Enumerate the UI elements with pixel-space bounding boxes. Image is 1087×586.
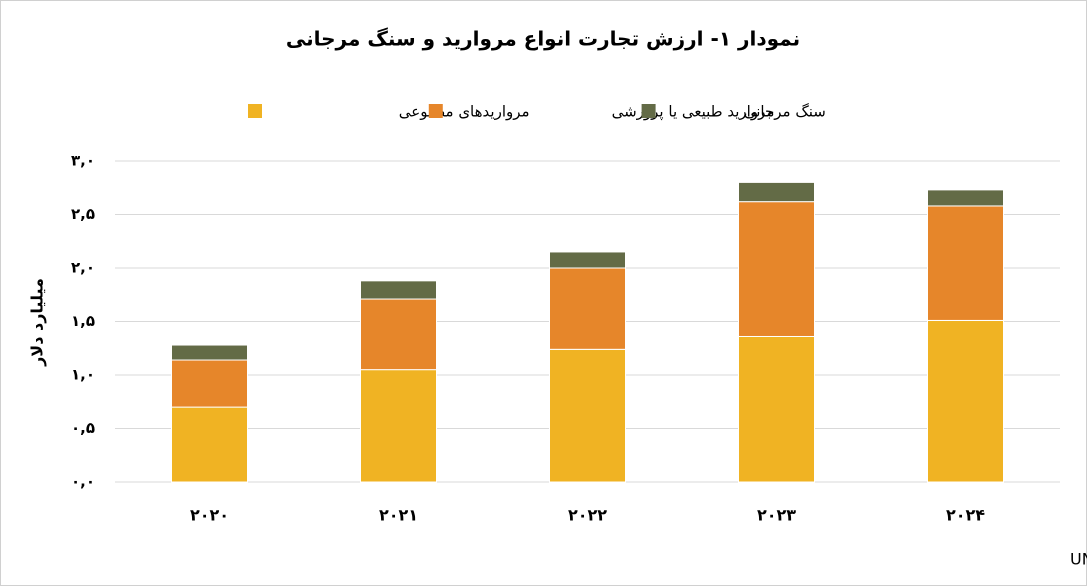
bar-segment <box>171 359 248 408</box>
bar-segment <box>360 280 437 300</box>
bar-segment <box>549 267 626 350</box>
legend-label: سنگ مرجانی <box>744 103 826 121</box>
y-tick-label: ۱,۵ <box>71 312 95 330</box>
y-tick-label: ۲,۰ <box>71 259 95 277</box>
x-tick-label: ۲۰۲۳ <box>757 506 796 525</box>
legend-swatch <box>428 104 443 118</box>
bar-segment <box>171 406 248 483</box>
bar-segment <box>927 205 1004 321</box>
y-tick-label: ۲,۵ <box>71 205 95 223</box>
y-axis-label: میلیارد دلار <box>28 278 47 367</box>
bar-segment <box>171 344 248 361</box>
x-tick-label: ۲۰۲۲ <box>568 506 607 525</box>
bar-segment <box>549 348 626 483</box>
x-tick-label: ۲۰۲۰ <box>190 506 229 525</box>
legend-swatch <box>248 104 262 118</box>
y-tick-label: ۰,۰ <box>71 473 95 491</box>
x-tick-label: ۲۰۲۴ <box>946 506 985 525</box>
bar-segment <box>927 189 1004 207</box>
x-tick-label: ۲۰۲۱ <box>379 506 418 525</box>
bar-segment <box>738 181 815 203</box>
chart-title: نمودار ۱- ارزش تجارت انواع مروارید و سنگ… <box>286 27 800 51</box>
y-tick-label: ۱,۰ <box>71 366 95 384</box>
bar-segment <box>738 201 815 337</box>
bar-segment <box>738 335 815 483</box>
legend-label: مرواریدهای مصنوعی <box>399 103 530 121</box>
source: منبع: UN Comtrade <box>1070 550 1087 570</box>
y-tick-label: ۳,۰ <box>71 152 95 170</box>
y-tick-label: ۰,۵ <box>71 419 95 437</box>
legend-swatch <box>641 104 656 118</box>
bar-segment <box>360 369 437 483</box>
bar-segment <box>927 319 1004 483</box>
bar-segment <box>549 251 626 269</box>
bar-segment <box>360 298 437 371</box>
